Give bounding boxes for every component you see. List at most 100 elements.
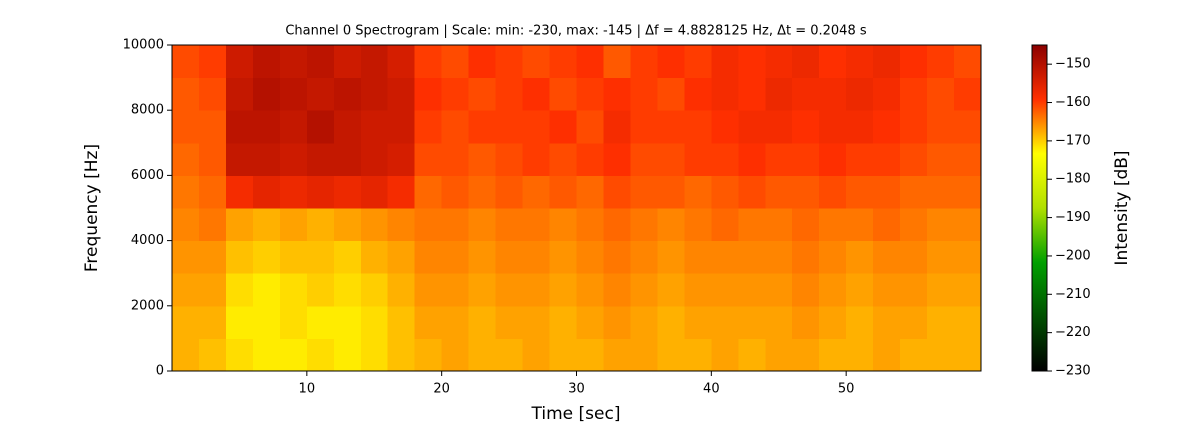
heatmap-cell [279,338,308,372]
heatmap-cell [414,240,443,274]
heatmap-cell [172,305,200,339]
heatmap-cell [657,142,685,176]
heatmap-cell [441,273,470,307]
heatmap-cell [522,45,551,79]
heatmap-cell [927,338,955,372]
colorbar-tick-label: −150 [1055,57,1091,72]
heatmap-cell [468,240,497,274]
heatmap-cell [792,273,820,307]
heatmap-cell [468,208,497,242]
heatmap-cell [198,208,227,242]
heatmap-cell [198,45,227,79]
heatmap-cell [360,208,389,242]
y-axis-label: Frequency [Hz] [82,144,102,272]
heatmap-cell [576,142,604,176]
heatmap-cell [846,305,874,339]
heatmap-cell [900,77,928,111]
heatmap-cell [387,338,416,372]
heatmap-cell [738,208,766,242]
heatmap-cell [441,240,470,274]
heatmap-cell [549,45,577,79]
heatmap-cell [630,240,658,274]
colorbar-tick-label: −180 [1055,172,1091,187]
heatmap-cell [468,338,497,372]
heatmap-cell [333,45,362,79]
heatmap-cell [522,305,551,339]
heatmap-cell [900,338,928,372]
heatmap-cell [792,338,820,372]
heatmap-cell [441,338,470,372]
heatmap-cell [711,77,739,111]
heatmap-cell [414,208,443,242]
heatmap-cell [819,273,847,307]
heatmap-cell [414,338,443,372]
heatmap-cell [657,273,685,307]
heatmap-cell [387,240,416,274]
heatmap-cell [252,142,281,176]
heatmap-cell [279,142,308,176]
heatmap-cell [927,175,955,209]
heatmap-cell [819,208,847,242]
heatmap-cell [630,305,658,339]
heatmap-cell [954,175,982,209]
heatmap-cell [306,208,335,242]
heatmap-cell [927,273,955,307]
heatmap-cell [603,175,631,209]
heatmap-cell [387,175,416,209]
heatmap-cell [360,305,389,339]
heatmap-cell [684,175,712,209]
heatmap-cell [873,175,901,209]
heatmap-cell [954,338,982,372]
heatmap-cell [630,77,658,111]
heatmap-cell [846,175,874,209]
heatmap-cell [765,77,793,111]
heatmap-cell [549,175,577,209]
heatmap-cell [468,110,497,144]
heatmap-cell [792,110,820,144]
heatmap-cell [225,338,254,372]
heatmap-cell [306,142,335,176]
heatmap-cell [576,240,604,274]
heatmap-cell [630,273,658,307]
heatmap-cell [603,110,631,144]
heatmap-cell [684,142,712,176]
heatmap-cell [252,273,281,307]
heatmap-cell [846,273,874,307]
heatmap-cell [711,208,739,242]
heatmap-cell [225,175,254,209]
heatmap-cell [684,305,712,339]
chart-title: Channel 0 Spectrogram | Scale: min: -230… [285,24,866,39]
heatmap-cell [279,77,308,111]
heatmap-cell [522,273,551,307]
heatmap-cell [954,142,982,176]
heatmap-cell [711,305,739,339]
heatmap-cell [172,77,200,111]
heatmap-cell [819,305,847,339]
heatmap-cell [873,110,901,144]
heatmap-cell [657,110,685,144]
heatmap-cell [441,142,470,176]
heatmap-cell [172,208,200,242]
heatmap-cell [172,338,200,372]
heatmap-cell [954,77,982,111]
heatmap-cell [900,175,928,209]
heatmap-cell [225,305,254,339]
heatmap-cell [819,77,847,111]
heatmap-cell [252,208,281,242]
x-tick-label: 50 [838,382,855,397]
heatmap-cell [630,338,658,372]
heatmap-cell [198,142,227,176]
heatmap-cell [495,110,524,144]
heatmap-cell [306,110,335,144]
heatmap-cell [792,45,820,79]
x-tick-label: 10 [299,382,316,397]
heatmap-cell [603,240,631,274]
heatmap-cell [225,208,254,242]
heatmap-cell [792,240,820,274]
heatmap-cell [252,45,281,79]
heatmap-cell [576,77,604,111]
heatmap-cell [495,77,524,111]
heatmap-cell [387,142,416,176]
heatmap-cell [387,110,416,144]
